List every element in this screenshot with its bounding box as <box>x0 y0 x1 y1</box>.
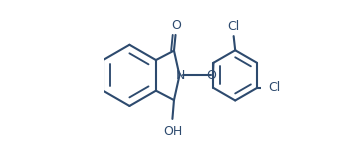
Text: OH: OH <box>163 125 182 138</box>
Text: Cl: Cl <box>228 20 240 33</box>
Text: Cl: Cl <box>268 81 280 94</box>
Text: N: N <box>175 69 185 82</box>
Text: O: O <box>171 19 181 32</box>
Text: O: O <box>206 69 216 82</box>
